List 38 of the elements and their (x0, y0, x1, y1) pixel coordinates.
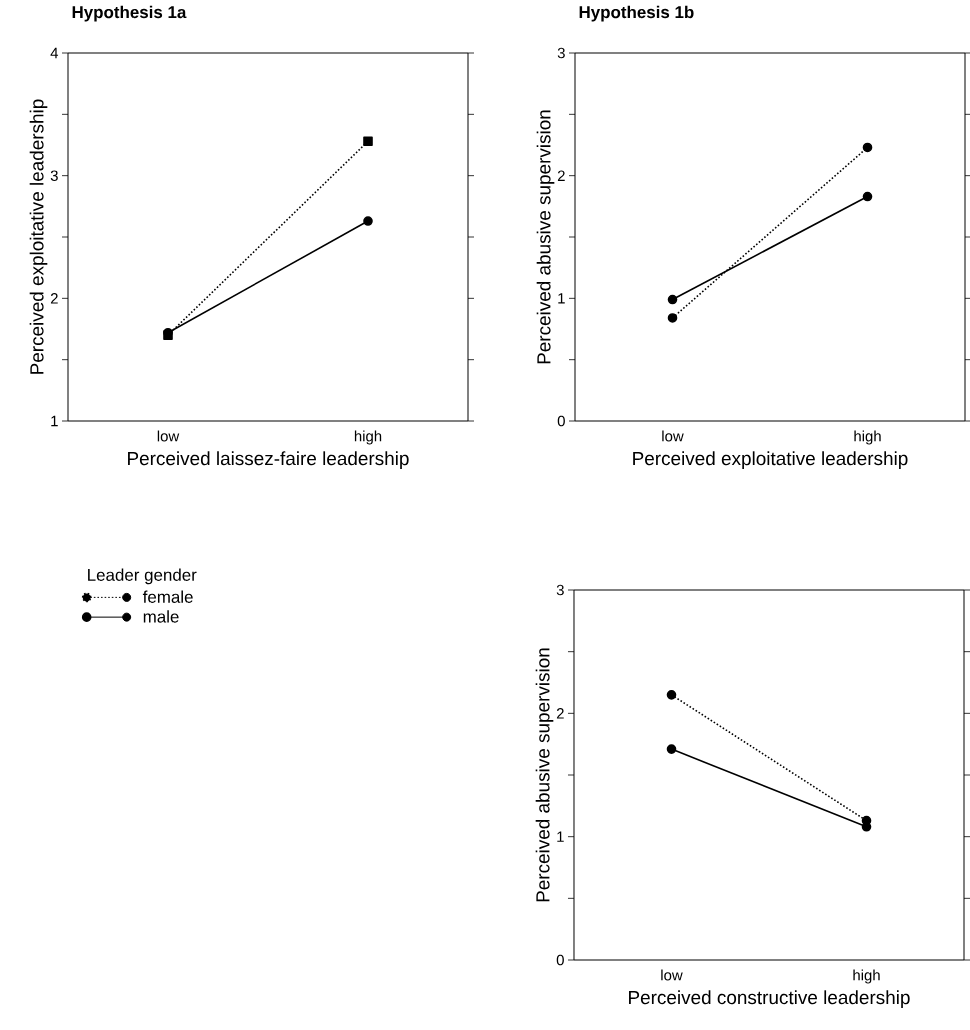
y-tick-label: 2 (557, 170, 565, 181)
point (862, 191, 873, 202)
y-tick-label: 1 (558, 293, 565, 304)
legend-label: male (143, 610, 179, 623)
point (667, 313, 678, 323)
y-tick-label: 0 (557, 415, 565, 427)
point (861, 822, 872, 832)
point (363, 216, 373, 226)
point (862, 142, 873, 153)
legend-label: female (142, 590, 193, 603)
y-tick-label: 0 (556, 954, 564, 966)
y-axis-title: Perceived exploitative leadership (29, 99, 48, 374)
y-tick-label: 3 (50, 170, 58, 181)
point (666, 690, 677, 700)
y-tick-label: 4 (50, 47, 59, 59)
x-tick-label: high (354, 430, 382, 445)
x-tick-label: low (662, 430, 684, 442)
y-axis-title: Perceived abusive supervision (535, 648, 554, 902)
x-tick-label: low (157, 430, 180, 442)
chart-title: Hypothesis 1a (72, 5, 187, 22)
x-axis-title: Perceived exploitative leadership (633, 451, 908, 469)
chart-title: Hypothesis 1b (579, 5, 694, 22)
x-tick-label: high (854, 430, 881, 445)
y-tick-label: 1 (51, 415, 58, 427)
legend-title: Leader gender (88, 568, 197, 585)
y-tick-label: 2 (556, 708, 564, 719)
point (363, 136, 373, 147)
x-axis-title: Perceived constructive leadership (629, 990, 910, 1008)
y-tick-label: 1 (557, 831, 564, 842)
point (666, 744, 677, 754)
y-tick-label: 3 (557, 47, 565, 59)
y-tick-label: 3 (556, 584, 564, 596)
x-axis-title: Perceived laissez-faire leadership (128, 451, 409, 469)
x-tick-label: low (661, 969, 683, 981)
y-axis-title: Perceived abusive supervision (536, 110, 555, 364)
point (667, 294, 678, 305)
x-tick-label: high (853, 969, 880, 984)
y-tick-label: 2 (50, 293, 58, 304)
